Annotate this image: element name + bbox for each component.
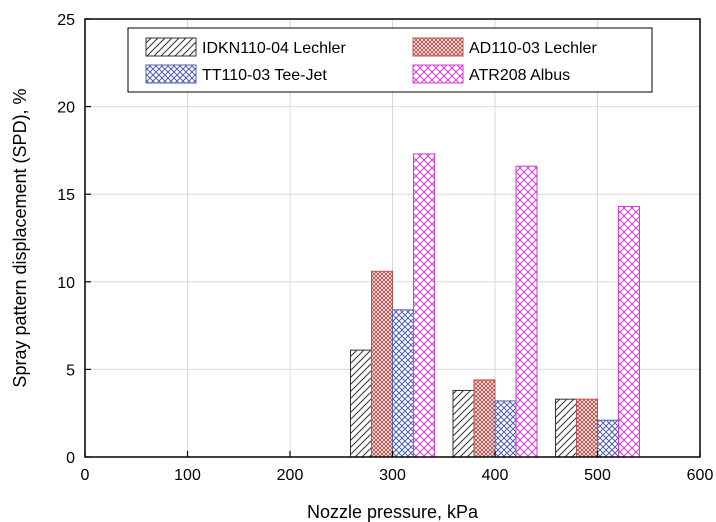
legend-label: AD110-03 Lechler — [469, 40, 597, 57]
bar-atr208-albus-300 — [413, 153, 435, 458]
x-tick-label: 300 — [379, 467, 406, 484]
y-tick-label: 10 — [57, 275, 75, 292]
x-tick-label: 100 — [174, 467, 201, 484]
bar-tt110-03-tee-jet-300 — [392, 309, 414, 458]
bar-idkn110-04-lechler-300 — [350, 349, 372, 458]
x-tick-label: 400 — [482, 467, 509, 484]
x-axis-title: Nozzle pressure, kPa — [307, 502, 479, 522]
x-tick-label: 500 — [584, 467, 611, 484]
y-tick-label: 5 — [66, 362, 75, 379]
x-tick-label: 600 — [687, 467, 714, 484]
bar-tt110-03-tee-jet-500 — [597, 419, 619, 458]
legend: IDKN110-04 Lechler AD110-03 Lechler TT110-… — [127, 27, 653, 93]
bar-ad110-03-lechler-400 — [473, 379, 496, 458]
y-axis-title: Spray pattern displacement (SPD), % — [10, 88, 30, 387]
legend-label: ATR208 Albus — [469, 67, 570, 84]
bar-ad110-03-lechler-500 — [576, 398, 598, 458]
legend-label: TT110-03 Tee-Jet — [202, 67, 327, 84]
legend-swatch — [412, 37, 464, 57]
bar-tt110-03-tee-jet-400 — [494, 400, 517, 458]
bar-atr208-albus-500 — [618, 205, 640, 458]
y-tick-label: 15 — [57, 187, 75, 204]
bar-idkn110-04-lechler-400 — [452, 389, 475, 458]
x-tick-label: 200 — [277, 467, 304, 484]
legend-label: IDKN110-04 Lechler — [202, 40, 346, 57]
bars — [350, 153, 640, 458]
bar-atr208-albus-400 — [515, 165, 538, 458]
bar-ad110-03-lechler-300 — [371, 270, 393, 458]
legend-swatch — [145, 37, 197, 57]
legend-box — [127, 27, 653, 93]
bar-idkn110-04-lechler-500 — [555, 398, 577, 458]
legend-swatch — [145, 64, 197, 84]
axis-ticks: 0 100 200 300 400 500 600 0 5 10 15 20 25 — [57, 12, 713, 484]
y-tick-label: 25 — [57, 12, 75, 29]
x-tick-label: 0 — [81, 467, 90, 484]
legend-swatch — [412, 64, 464, 84]
y-tick-label: 0 — [66, 450, 75, 467]
y-tick-label: 20 — [57, 100, 75, 117]
